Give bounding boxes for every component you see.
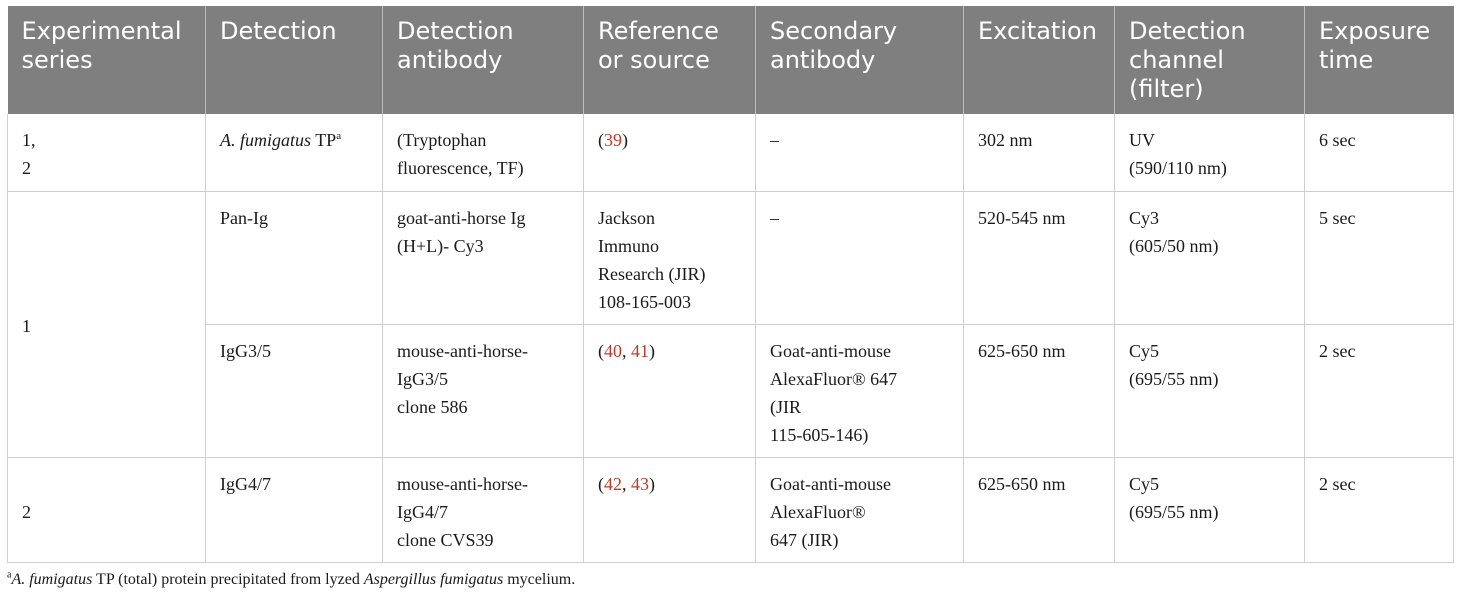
cell-excitation: 302 nm [963, 114, 1115, 192]
cell-antibody: goat-anti-horse Ig (H+L)- Cy3 [382, 191, 584, 325]
cell-exposure: 2 sec [1304, 324, 1454, 458]
cell-antibody: (Tryptophan fluorescence, TF) [382, 114, 584, 192]
reference-link[interactable]: 39 [604, 130, 622, 150]
cell-exposure: 6 sec [1304, 114, 1454, 192]
header-detection-channel: Detection channel (filter) [1114, 6, 1305, 114]
cell-series: 1, 2 [7, 114, 206, 192]
cell-secondary: – [755, 191, 964, 325]
cell-exposure: 2 sec [1304, 457, 1454, 563]
cell-channel: Cy5 (695/55 nm) [1114, 457, 1305, 563]
data-table: Experimental series Detection Detection an… [7, 6, 1454, 563]
table-container: Experimental series Detection Detection an… [7, 6, 1454, 563]
cell-channel: Cy3 (605/50 nm) [1114, 191, 1305, 325]
reference-link[interactable]: 43 [631, 473, 649, 494]
cell-exposure: 5 sec [1304, 191, 1454, 325]
cell-reference: Jackson Immuno Research (JIR) 108-165-003 [583, 191, 756, 325]
table-row: IgG3/5 mouse-anti-horse- IgG3/5 clone 586 … [8, 324, 1454, 458]
header-row: Experimental series Detection Detection an… [7, 6, 1454, 114]
cell-antibody: mouse-anti-horse- IgG4/7 clone CVS39 [382, 457, 584, 563]
header-exposure-time: Exposure time [1304, 6, 1454, 114]
cell-secondary: – [755, 114, 964, 192]
table-row: 1, 2 A. fumigatus TPa (Tryptophan fluoresc… [7, 114, 1454, 192]
header-detection: Detection [205, 6, 383, 114]
cell-series: 2 [7, 457, 206, 563]
cell-channel: UV (590/110 nm) [1114, 114, 1305, 192]
reference-link[interactable]: 41 [631, 340, 649, 361]
header-reference: Reference or source [583, 6, 756, 114]
cell-secondary: Goat-anti-mouse AlexaFluor® 647 (JIR) [755, 457, 964, 563]
cell-reference: (40, 41) [583, 324, 756, 458]
cell-detection: A. fumigatus TPa [205, 114, 383, 192]
cell-channel: Cy5 (695/55 nm) [1114, 324, 1305, 458]
header-experimental-series: Experimental series [7, 6, 206, 114]
cell-reference: (42, 43) [583, 457, 756, 563]
cell-secondary: Goat-anti-mouse AlexaFluor® 647 (JIR 115-60… [755, 324, 964, 458]
header-excitation: Excitation [963, 6, 1115, 114]
table-footnote: aA. fumigatus TP (total) protein precipi… [7, 569, 576, 588]
table-row: 1 Pan-Ig goat-anti-horse Ig (H+L)- Cy3 Ja… [7, 191, 1454, 458]
cell-detection: IgG3/5 [205, 324, 383, 458]
cell-reference: (39) [583, 114, 756, 192]
header-secondary-antibody: Secondary antibody [755, 6, 964, 114]
reference-link[interactable]: 42 [604, 473, 622, 494]
cell-excitation: 625-650 nm [963, 324, 1115, 458]
header-detection-antibody: Detection antibody [382, 6, 584, 114]
cell-antibody: mouse-anti-horse- IgG3/5 clone 586 [382, 324, 584, 458]
cell-excitation: 520-545 nm [963, 191, 1115, 325]
table-row: 2 IgG4/7 mouse-anti-horse- IgG4/7 clone CV… [7, 457, 1454, 563]
cell-series: 1 [7, 191, 206, 458]
cell-detection: Pan-Ig [205, 191, 383, 325]
cell-detection: IgG4/7 [205, 457, 383, 563]
cell-excitation: 625-650 nm [963, 457, 1115, 563]
reference-link[interactable]: 40 [604, 340, 622, 361]
